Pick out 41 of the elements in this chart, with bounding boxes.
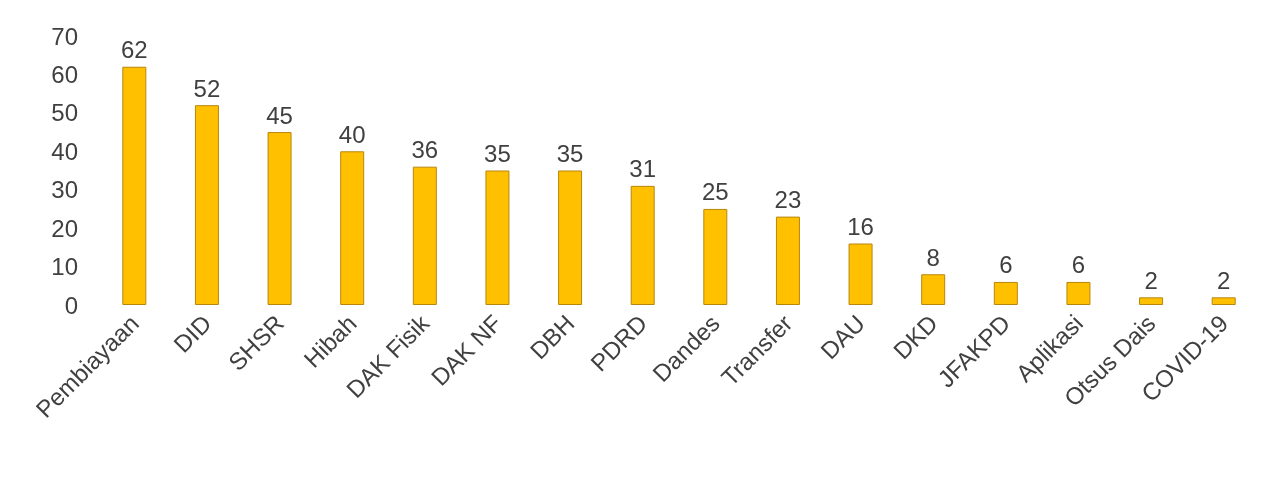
data-label: 23 (774, 186, 802, 214)
bar (485, 170, 510, 305)
bar (558, 170, 583, 305)
bar (340, 151, 365, 305)
data-label: 62 (120, 36, 148, 64)
bar (993, 281, 1018, 305)
bar (775, 216, 800, 305)
bar (1066, 281, 1091, 305)
bar (848, 243, 873, 305)
data-label: 6 (999, 251, 1013, 279)
bar (1139, 297, 1164, 305)
y-tick-label: 50 (51, 99, 78, 127)
bar (1211, 297, 1236, 305)
data-label: 16 (847, 213, 874, 241)
bar (122, 66, 147, 305)
bar (630, 185, 655, 305)
y-tick-label: 30 (51, 176, 78, 204)
data-label: 6 (1071, 251, 1086, 279)
bar (194, 105, 219, 305)
data-label: 25 (701, 178, 729, 206)
y-tick-label: 20 (51, 214, 78, 242)
data-label: 45 (266, 101, 293, 129)
y-tick-label: 40 (51, 137, 78, 165)
data-label: 8 (926, 243, 940, 271)
bar (703, 208, 728, 305)
bar (267, 132, 292, 305)
bar (921, 274, 946, 305)
data-label: 35 (484, 140, 511, 167)
data-label: 36 (411, 136, 439, 164)
y-tick-label: 60 (51, 60, 78, 88)
data-label: 2 (1144, 266, 1158, 294)
y-tick-label: 10 (51, 253, 78, 281)
y-tick-label: 0 (64, 291, 78, 319)
data-label: 52 (193, 74, 221, 102)
data-label: 35 (556, 140, 584, 167)
data-label: 31 (629, 155, 657, 183)
bar (412, 166, 437, 305)
y-tick-label: 70 (51, 22, 78, 50)
data-label: 2 (1217, 266, 1231, 294)
x-tick-label: DID (168, 309, 217, 358)
data-label: 40 (338, 120, 366, 148)
